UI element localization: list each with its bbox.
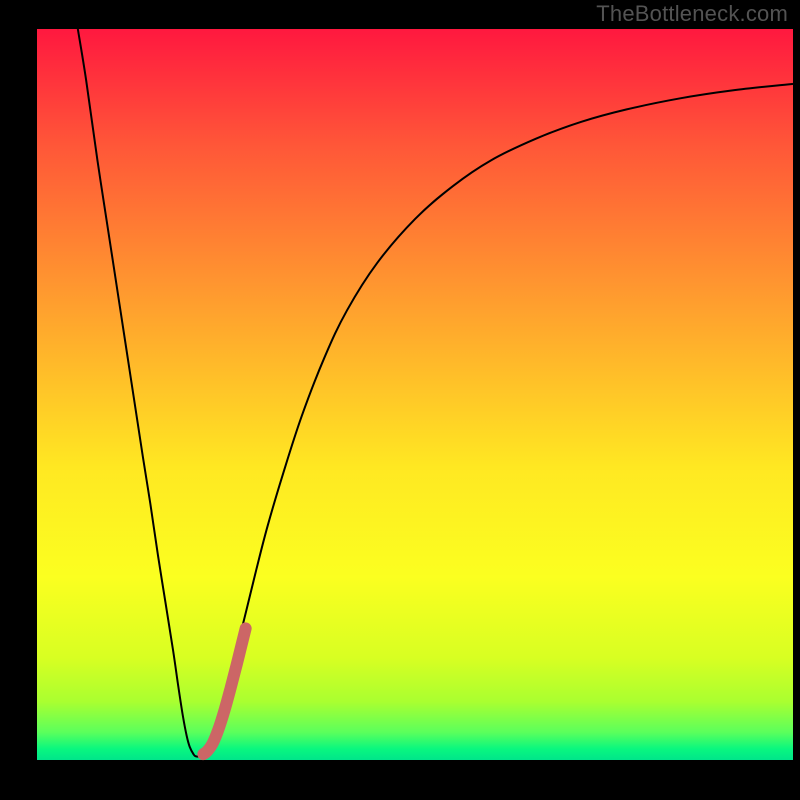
watermark-text: TheBottleneck.com bbox=[596, 1, 788, 27]
bottleneck-chart: TheBottleneck.com bbox=[0, 0, 800, 800]
plot-background bbox=[37, 29, 793, 760]
chart-svg bbox=[0, 0, 800, 800]
